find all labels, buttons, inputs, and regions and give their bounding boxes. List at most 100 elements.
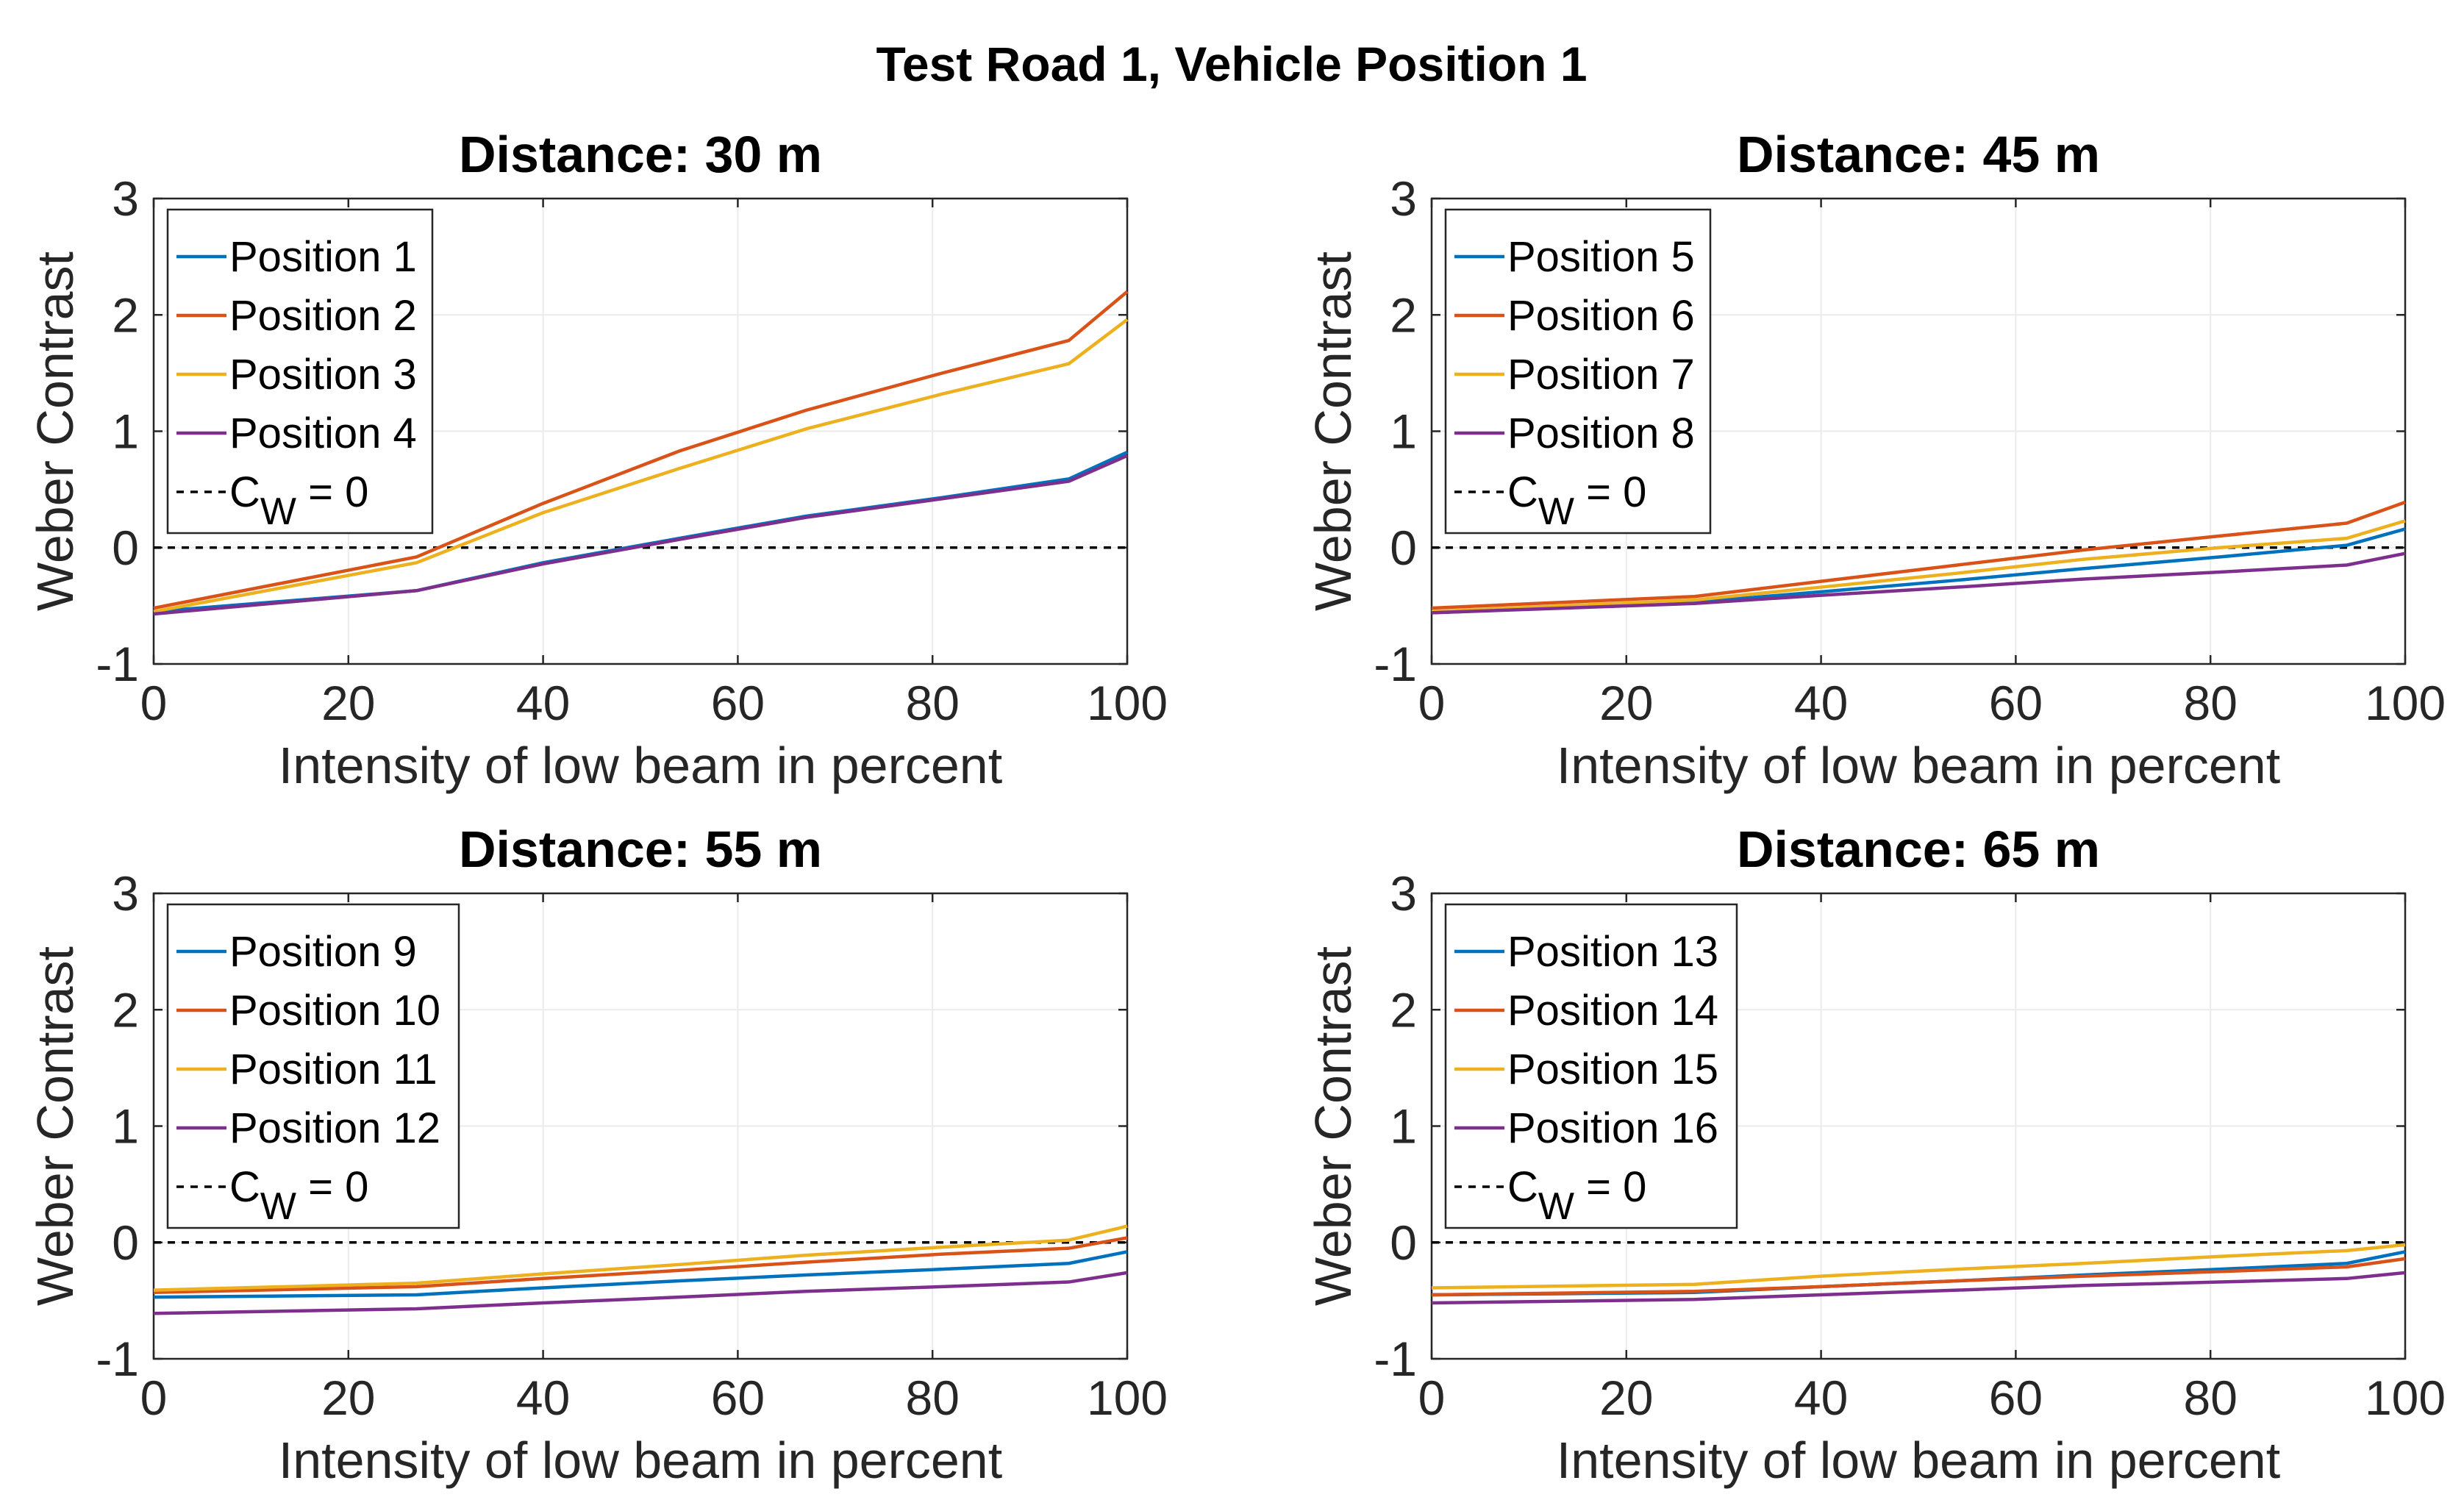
series-line-position-9 (153, 1250, 1128, 1299)
legend-label: Position 14 (1507, 987, 1718, 1035)
legend-label: Position 6 (1507, 292, 1695, 340)
legend: Position 5 Position 6 Position 7 Position 8… (1444, 208, 1712, 535)
y-tick-label: 1 (112, 1099, 139, 1154)
y-tick-label: -1 (1374, 637, 1417, 691)
panel-title: Distance: 55 m (459, 821, 822, 878)
y-tick-label: 1 (112, 404, 139, 459)
legend-label: Position 1 (229, 233, 417, 281)
legend-box (166, 208, 434, 535)
x-tick-label: 80 (2183, 676, 2237, 730)
y-tick-label: 3 (1390, 866, 1417, 921)
y-tick-label: 3 (1390, 171, 1417, 226)
legend-label: Position 12 (229, 1104, 440, 1152)
legend-label: Position 15 (1507, 1046, 1718, 1093)
y-tick-label: 2 (1390, 982, 1417, 1037)
y-tick-label: 1 (1390, 1099, 1417, 1154)
x-tick-label: 80 (905, 1371, 959, 1425)
y-tick-label: 1 (1390, 404, 1417, 459)
y-axis-label: Weber Contrast (1304, 946, 1362, 1306)
series-line-position-7 (1431, 519, 2406, 614)
x-tick-label: 40 (1794, 676, 1848, 730)
x-tick-label: 100 (2365, 1371, 2446, 1425)
legend-box (1444, 903, 1738, 1229)
series-line-position-4 (153, 454, 1128, 616)
panel-title: Distance: 45 m (1737, 126, 2100, 183)
series-line-position-3 (153, 318, 1129, 613)
legend-label: Position 16 (1507, 1104, 1718, 1152)
legend-label-reference: CW = 0 (1507, 468, 1646, 533)
series-line-position-15 (1431, 1243, 2406, 1290)
series-line-position-8 (1431, 551, 2406, 615)
legend-label: Position 5 (1507, 233, 1695, 281)
y-axis-label: Weber Contrast (26, 251, 84, 611)
legend-label: Position 4 (229, 410, 417, 457)
panel-title: Distance: 65 m (1737, 821, 2100, 878)
y-tick-label: 0 (112, 521, 139, 575)
x-tick-label: 100 (1087, 676, 1168, 730)
legend-label: Position 13 (1507, 928, 1718, 976)
y-axis-label: Weber Contrast (1304, 251, 1362, 611)
y-tick-label: 2 (112, 982, 139, 1037)
legend-label: Position 11 (229, 1046, 438, 1093)
legend-label: Position 8 (1507, 410, 1695, 457)
legend: Position 1 Position 2 Position 3 Position 4… (166, 208, 434, 535)
series-line-position-2 (153, 290, 1129, 610)
x-tick-label: 40 (516, 676, 570, 730)
y-tick-label: 0 (1390, 521, 1417, 575)
legend: Position 13 Position 14 Position 15 Positio… (1444, 903, 1738, 1229)
x-tick-label: 60 (711, 676, 765, 730)
x-axis-label: Intensity of low beam in percent (1557, 737, 2280, 794)
figure-title: Test Road 1, Vehicle Position 1 (876, 37, 1587, 91)
y-tick-label: 3 (112, 866, 139, 921)
x-tick-label: 0 (1418, 1371, 1446, 1425)
legend: Position 9 Position 10 Position 11 Position… (166, 903, 460, 1229)
x-axis-label: Intensity of low beam in percent (279, 737, 1002, 794)
x-tick-label: 100 (1087, 1371, 1168, 1425)
x-tick-label: 20 (321, 676, 375, 730)
y-tick-label: 2 (112, 287, 139, 342)
series-line-position-16 (1431, 1271, 2406, 1305)
x-tick-label: 0 (140, 1371, 168, 1425)
x-tick-label: 0 (140, 676, 168, 730)
x-tick-label: 0 (1418, 676, 1446, 730)
series-line-position-6 (1431, 500, 2406, 610)
legend-label: Position 10 (229, 987, 440, 1035)
x-tick-label: 60 (1989, 1371, 2043, 1425)
legend-label: Position 9 (229, 928, 417, 976)
y-tick-label: 3 (112, 171, 139, 226)
series-line-position-13 (1431, 1250, 2406, 1297)
legend-box (166, 903, 460, 1229)
series-line-position-14 (1431, 1257, 2406, 1297)
y-tick-label: -1 (96, 1332, 139, 1386)
series-line-position-11 (153, 1224, 1128, 1292)
y-tick-label: -1 (1374, 1332, 1417, 1386)
x-tick-label: 40 (1794, 1371, 1848, 1425)
x-tick-label: 60 (1989, 676, 2043, 730)
x-tick-label: 40 (516, 1371, 570, 1425)
x-tick-label: 60 (711, 1371, 765, 1425)
y-tick-label: 2 (1390, 287, 1417, 342)
legend-box (1444, 208, 1712, 535)
x-tick-label: 20 (1599, 676, 1653, 730)
y-tick-label: 0 (1390, 1215, 1417, 1270)
legend-label-reference: CW = 0 (229, 1163, 368, 1228)
series-line-position-12 (153, 1271, 1128, 1315)
x-axis-label: Intensity of low beam in percent (1557, 1432, 2280, 1489)
x-axis-label: Intensity of low beam in percent (279, 1432, 1002, 1489)
panel-title: Distance: 30 m (459, 126, 822, 183)
legend-label: Position 3 (229, 351, 417, 399)
legend-label-reference: CW = 0 (1507, 1163, 1646, 1228)
legend-label: Position 7 (1507, 351, 1695, 399)
legend-label: Position 2 (229, 292, 417, 340)
series-line-position-10 (153, 1236, 1128, 1295)
x-tick-label: 20 (321, 1371, 375, 1425)
y-axis-label: Weber Contrast (26, 946, 84, 1306)
y-tick-label: -1 (96, 637, 139, 691)
x-tick-label: 20 (1599, 1371, 1653, 1425)
x-tick-label: 100 (2365, 676, 2446, 730)
